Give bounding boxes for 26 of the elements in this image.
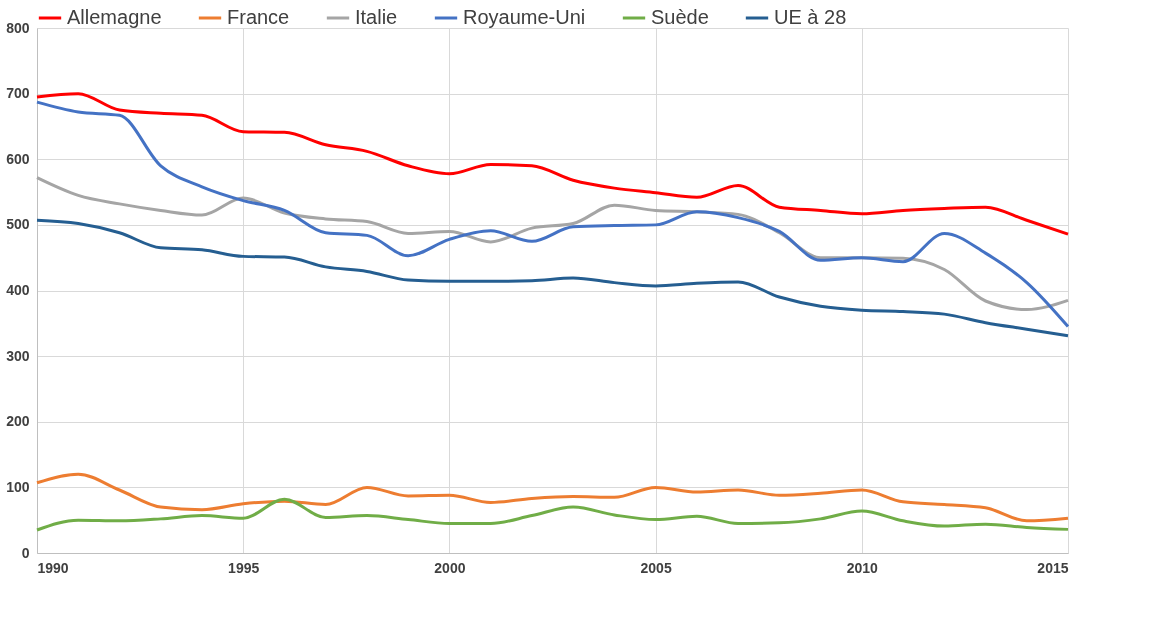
line-series [35,472,1070,523]
y-tick-label: 800 [6,19,30,36]
y-tick-label: 100 [6,478,30,495]
x-tick-label: 1990 [37,559,69,576]
line-series [35,218,1070,338]
line-series [35,497,1070,532]
legend-label: France [227,6,290,28]
x-tick-label: 2015 [1037,559,1069,576]
x-tick-label: 2005 [640,559,672,576]
legend-label: Royaume-Uni [463,6,586,28]
y-tick-label: 400 [6,282,30,298]
line-series [35,92,1070,236]
y-tick-label: 500 [6,216,30,233]
legend-label: Suède [651,6,709,28]
y-tick-label: 200 [6,413,30,430]
legend-label: Italie [355,6,398,28]
x-tick-label: 2010 [846,559,879,576]
line-series [35,100,1070,329]
y-tick-label: 600 [6,150,30,167]
y-tick-label: 300 [6,347,30,364]
x-tick-label: 2000 [434,559,466,576]
legend-label: UE à 28 [774,6,847,28]
x-tick-label: 1995 [228,559,260,576]
legend-label: Allemagne [67,6,162,28]
y-tick-label: 0 [21,544,30,561]
y-tick-label: 700 [6,85,30,102]
